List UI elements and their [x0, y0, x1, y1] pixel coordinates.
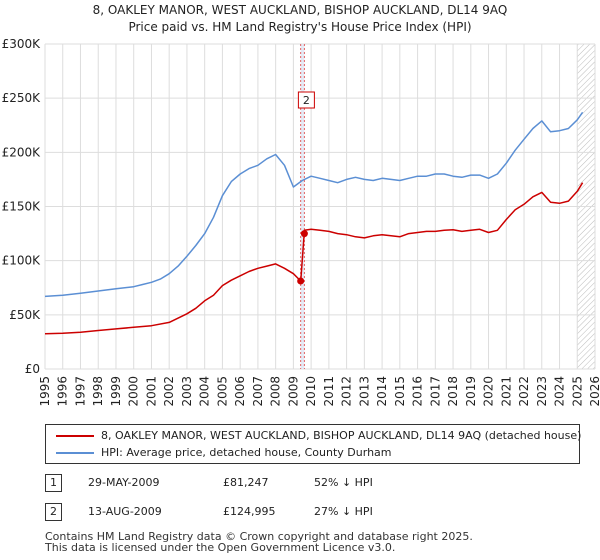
x-tick-label: 2000: [127, 376, 141, 407]
y-tick-label: £300K: [2, 37, 42, 51]
x-tick-label: 2020: [482, 376, 496, 407]
transaction-price: £124,995: [223, 505, 276, 518]
series-line-property: [44, 182, 584, 335]
legend-label-property: 8, OAKLEY MANOR, WEST AUCKLAND, BISHOP A…: [101, 429, 582, 442]
x-tick-label: 2004: [198, 376, 212, 407]
x-tick-label: 1995: [38, 376, 52, 407]
sale-band-layer: [300, 44, 305, 369]
transaction-row: 1 29-MAY-2009 £81,247 52% ↓ HPI: [45, 474, 585, 494]
chart-title: 8, OAKLEY MANOR, WEST AUCKLAND, BISHOP A…: [0, 2, 600, 36]
x-tick-label: 1997: [73, 376, 87, 407]
x-tick-label: 2003: [180, 376, 194, 407]
x-tick-label: 2014: [375, 376, 389, 407]
transaction-hpi-diff: 27% ↓ HPI: [314, 505, 373, 518]
footer-line1: Contains HM Land Registry data © Crown c…: [45, 530, 473, 543]
x-tick-label: 2002: [162, 376, 176, 407]
x-tick-label: 2015: [393, 376, 407, 407]
chart-title-line1: 8, OAKLEY MANOR, WEST AUCKLAND, BISHOP A…: [92, 3, 508, 17]
x-tick-label: 2019: [464, 376, 478, 407]
x-tick-label: 2025: [570, 376, 584, 407]
y-tick-label: £50K: [9, 308, 41, 322]
series-line-hpi: [44, 111, 584, 298]
transaction-date: 13-AUG-2009: [88, 505, 162, 518]
x-tick-label: 2001: [144, 376, 158, 407]
legend-label-hpi: HPI: Average price, detached house, Coun…: [101, 446, 392, 459]
x-tick-label: 2009: [286, 376, 300, 407]
sale-point: [300, 230, 308, 238]
x-tick-label: 2010: [304, 376, 318, 407]
chart-title-line2: Price paid vs. HM Land Registry's House …: [128, 20, 472, 34]
sale-callout-box: [297, 91, 315, 109]
sale-point: [297, 277, 305, 285]
x-tick-label: 2021: [499, 376, 513, 407]
grid-layer: [44, 43, 596, 370]
x-tick-label: 2013: [357, 376, 371, 407]
x-tick-label: 2026: [588, 376, 600, 407]
x-tick-label: 2022: [517, 376, 531, 407]
x-tick-label: 2011: [322, 376, 336, 407]
x-tick-label: 2006: [233, 376, 247, 407]
transaction-date: 29-MAY-2009: [88, 476, 160, 489]
y-tick-label: £0: [25, 362, 40, 376]
x-tick-label: 2023: [535, 376, 549, 407]
y-tick-label: £100K: [2, 254, 42, 268]
legend-swatch-hpi: [56, 452, 94, 454]
transaction-badge: 2: [45, 503, 62, 521]
transaction-hpi-diff: 52% ↓ HPI: [314, 476, 373, 489]
legend: 8, OAKLEY MANOR, WEST AUCKLAND, BISHOP A…: [45, 424, 582, 464]
transaction-badge: 1: [45, 474, 62, 492]
footer: Contains HM Land Registry data © Crown c…: [45, 531, 595, 553]
x-tick-label: 2018: [446, 376, 460, 407]
x-tick-label: 2005: [215, 376, 229, 407]
transaction-price: £81,247: [223, 476, 269, 489]
x-tick-label: 2024: [553, 376, 567, 407]
sale-callout-label: 2: [303, 94, 310, 107]
x-tick-label: 2012: [340, 376, 354, 407]
series-layer: [44, 111, 584, 335]
footer-line2: This data is licensed under the Open Gov…: [45, 541, 396, 554]
sale-marker-layer: 2: [297, 91, 315, 285]
y-tick-label: £150K: [2, 200, 42, 214]
x-tick-label: 1996: [56, 376, 70, 407]
x-tick-label: 1998: [91, 376, 105, 407]
y-tick-label: £250K: [2, 91, 42, 105]
legend-swatch-property: [56, 435, 94, 437]
x-tick-label: 2016: [411, 376, 425, 407]
sale-band: [300, 44, 305, 369]
y-tick-label: £200K: [2, 145, 42, 159]
x-tick-label: 2007: [251, 376, 265, 407]
x-tick-label: 1999: [109, 376, 123, 407]
x-tick-label: 2017: [428, 376, 442, 407]
x-tick-label: 2008: [269, 376, 283, 407]
transaction-row: 2 13-AUG-2009 £124,995 27% ↓ HPI: [45, 503, 585, 523]
